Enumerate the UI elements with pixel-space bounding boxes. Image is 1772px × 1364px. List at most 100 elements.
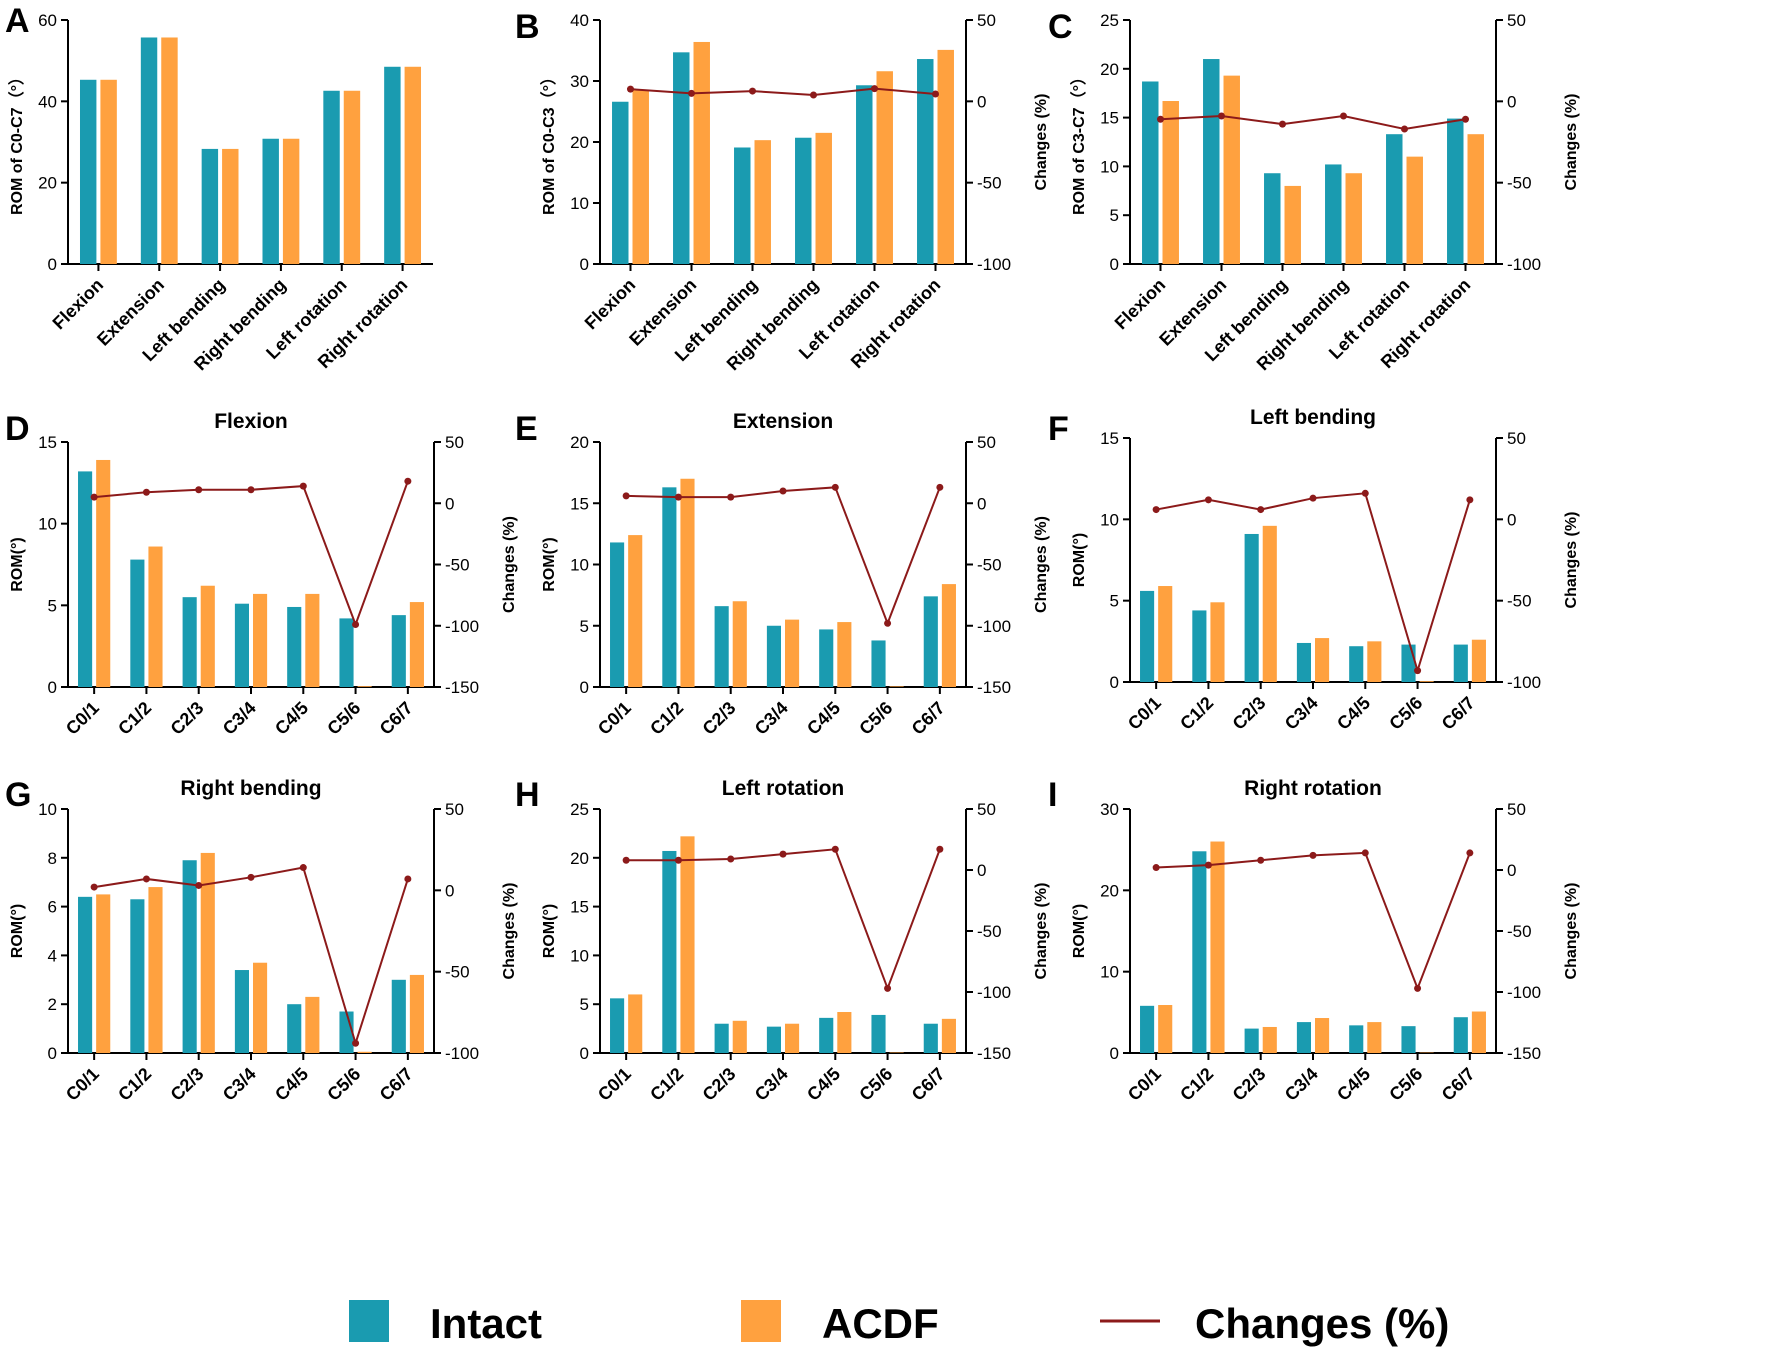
y2-tick-label: 50: [445, 800, 464, 819]
legend-label-intact: Intact: [430, 1300, 542, 1347]
y-axis-label: ROM of C0-C7（°）: [8, 69, 26, 215]
bar-acdf: [628, 535, 643, 687]
bar-intact: [130, 899, 145, 1053]
x-tick-label: C6/7: [1438, 1064, 1479, 1105]
bar-acdf: [1210, 602, 1225, 682]
bar-acdf: [1210, 841, 1225, 1053]
bar-intact: [384, 66, 401, 265]
bar-intact: [819, 629, 834, 687]
y2-axis-label: Changes (%): [1033, 516, 1050, 613]
bar-intact: [234, 970, 249, 1053]
bar-intact: [1244, 1028, 1259, 1053]
y2-axis-label: Changes (%): [1563, 512, 1580, 609]
bar-acdf: [253, 962, 268, 1053]
y-tick-label: 10: [570, 194, 589, 213]
panel-letter: E: [515, 410, 538, 448]
changes-point: [1218, 112, 1225, 120]
changes-point: [1462, 115, 1469, 123]
x-tick-label: C6/7: [908, 1064, 949, 1105]
panel-f: F Left bending 0 5 10 15 ROM(°) -100 -50 0 50 Chang…: [1048, 406, 1580, 734]
bar-acdf: [1262, 1026, 1277, 1053]
x-tick-label: C0/1: [594, 1064, 635, 1105]
y-tick-label: 0: [1110, 255, 1119, 274]
bar-acdf: [941, 584, 956, 687]
changes-point: [1152, 506, 1160, 514]
panel-letter: D: [5, 410, 30, 448]
changes-point: [1340, 112, 1347, 120]
changes-point: [727, 855, 735, 863]
y2-tick-label: 0: [1507, 510, 1516, 529]
changes-point: [884, 984, 892, 992]
bar-acdf: [305, 996, 320, 1053]
bar-intact: [323, 90, 340, 264]
bar-acdf: [1284, 185, 1301, 264]
bar-acdf: [632, 89, 649, 264]
bar-intact: [819, 1017, 834, 1053]
x-tick-label: C1/2: [114, 1064, 155, 1105]
x-tick-label: C6/7: [376, 698, 417, 739]
y2-tick-label: -150: [445, 678, 479, 697]
bar-intact: [714, 1023, 729, 1053]
y-tick-label: 5: [580, 617, 589, 636]
bar-intact: [234, 603, 249, 687]
chart-title: Right rotation: [1244, 777, 1382, 800]
bar-acdf: [96, 459, 111, 687]
y-axis-label: ROM of C0-C3（°）: [540, 69, 558, 215]
bar-acdf: [1162, 101, 1179, 265]
changes-point: [622, 492, 630, 500]
y-tick-label: 15: [570, 494, 589, 513]
bar-acdf: [693, 41, 710, 265]
x-tick-label: C0/1: [1124, 693, 1165, 734]
bar-intact: [78, 896, 93, 1053]
bar-intact: [662, 850, 677, 1053]
changes-point: [90, 883, 98, 891]
x-tick-label: Flexion: [581, 275, 640, 334]
y-tick-label: 20: [1100, 881, 1119, 900]
x-tick-label: C2/3: [699, 698, 740, 739]
legend-swatch-intact: [349, 1300, 389, 1342]
changes-point: [247, 486, 255, 494]
bar-intact: [1244, 533, 1259, 682]
bar-acdf: [100, 79, 117, 264]
bar-intact: [140, 37, 158, 265]
changes-point: [1279, 120, 1286, 128]
y2-tick-label: -100: [1507, 673, 1541, 692]
changes-point: [622, 856, 630, 864]
changes-point: [1257, 506, 1265, 514]
changes-point: [142, 875, 150, 883]
bar-intact: [1296, 1022, 1311, 1053]
bar-acdf: [1158, 586, 1173, 682]
changes-point: [1414, 984, 1422, 992]
changes-point: [352, 1039, 360, 1047]
changes-point: [932, 90, 939, 98]
changes-point: [1414, 667, 1422, 675]
bar-intact: [714, 606, 729, 687]
legend-label-changes: Changes (%): [1195, 1300, 1449, 1347]
x-tick-label: C6/7: [1438, 693, 1479, 734]
x-tick-label: C0/1: [62, 698, 103, 739]
bar-intact: [871, 640, 886, 687]
bar-acdf: [1367, 1022, 1382, 1053]
y-axis-label: ROM(°): [1071, 533, 1088, 587]
bar-intact: [262, 138, 279, 264]
bar-intact: [391, 979, 406, 1053]
y-tick-label: 0: [1110, 1044, 1119, 1063]
bar-acdf: [305, 593, 320, 687]
changes-point: [831, 845, 839, 853]
bar-acdf: [837, 1012, 852, 1053]
bar-acdf: [1158, 1005, 1173, 1053]
y-tick-label: 5: [1110, 206, 1119, 225]
y2-axis-label: Changes (%): [1563, 94, 1580, 191]
bar-acdf: [732, 601, 747, 687]
changes-point: [195, 486, 203, 494]
y2-axis-label: Changes (%): [1033, 883, 1050, 980]
bar-acdf: [889, 686, 904, 687]
changes-point: [299, 482, 307, 490]
y-tick-label: 20: [38, 174, 57, 193]
x-tick-label: C5/6: [1385, 693, 1426, 734]
bar-intact: [78, 471, 93, 687]
bar-intact: [339, 618, 354, 687]
bar-intact: [917, 59, 934, 264]
changes-point: [1152, 864, 1160, 872]
changes-point: [1309, 851, 1317, 859]
